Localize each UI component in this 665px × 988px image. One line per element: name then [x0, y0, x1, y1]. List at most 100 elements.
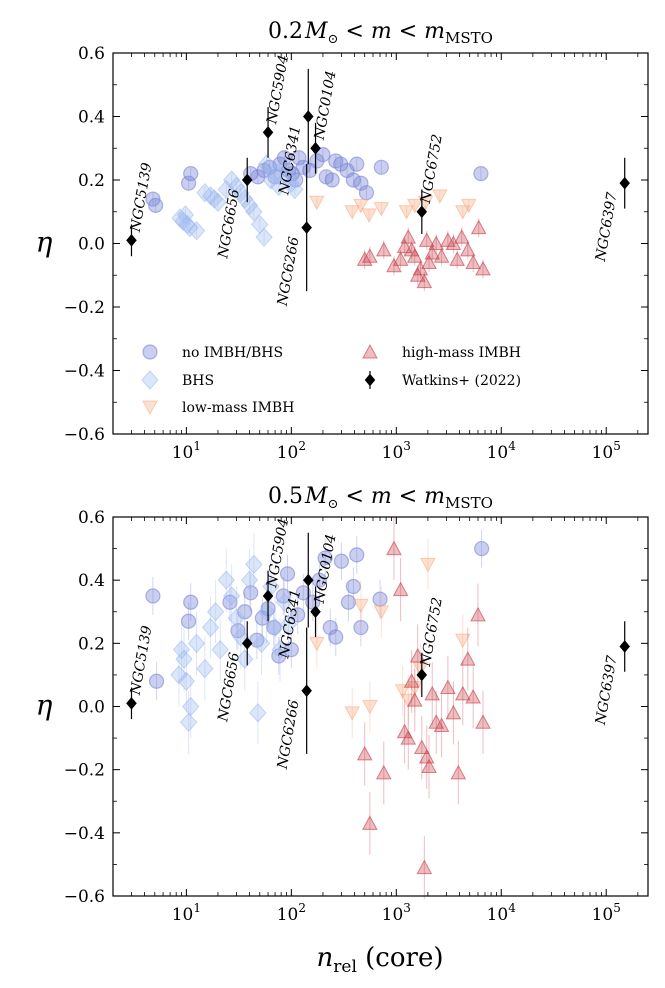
- data-point-watkins: [262, 589, 274, 603]
- data-point-high_imbh: [421, 254, 437, 270]
- data-point-bhs: [217, 570, 235, 590]
- data-point-bhs: [177, 671, 196, 691]
- data-point-low_imbh: [344, 205, 361, 220]
- data-point-bhs: [187, 633, 206, 654]
- data-point-watkins: [301, 684, 312, 698]
- data-point-high_imbh: [403, 673, 420, 688]
- data-point-low_imbh: [373, 202, 390, 217]
- x-tick-label: 102: [277, 901, 306, 925]
- data-point-high_imbh: [433, 248, 450, 263]
- data-point-bhs: [249, 703, 267, 723]
- data-point-watkins: [126, 233, 137, 247]
- panel-title: 0.5M⊙ < m < mMSTO: [268, 484, 493, 512]
- cluster-label: NGC0104: [312, 69, 340, 141]
- data-point-no_imbh: [145, 588, 161, 604]
- data-point-bhs: [187, 221, 206, 241]
- series-low_imbh: [309, 189, 477, 223]
- data-point-high_imbh: [400, 730, 417, 745]
- cluster-label: NGC0104: [312, 533, 340, 605]
- x-tick-label: 102: [277, 439, 306, 463]
- legend-label: low-mass IMBH: [182, 400, 294, 416]
- data-point-high_imbh: [362, 248, 378, 263]
- y-tick-label: −0.2: [64, 298, 105, 318]
- legend-marker-low_imbh: [142, 400, 158, 416]
- y-tick-label: −0.2: [64, 761, 105, 781]
- data-point-bhs: [262, 170, 280, 190]
- x-tick-label: 105: [592, 901, 621, 925]
- data-point-low_imbh: [420, 557, 436, 573]
- x-axis: 101 102 103 104 105: [112, 53, 639, 463]
- data-point-no_imbh: [148, 673, 165, 689]
- data-point-high_imbh: [440, 679, 456, 695]
- series-high_imbh: [356, 517, 491, 900]
- y-tick-label: −0.6: [64, 425, 105, 445]
- y-tick-label: 0.4: [78, 108, 105, 128]
- data-point-no_imbh: [373, 159, 389, 175]
- data-point-no_imbh: [295, 585, 311, 601]
- series-watkins: NGC5139 NGC6656NGC5904NGC6266NGC6341NGC01…: [126, 54, 631, 308]
- data-point-bhs: [209, 192, 227, 212]
- data-point-bhs: [282, 173, 301, 193]
- data-point-high_imbh: [416, 859, 433, 875]
- series-bhs: [170, 532, 298, 754]
- data-point-no_imbh: [372, 591, 388, 607]
- data-point-high_imbh: [445, 704, 462, 720]
- data-point-no_imbh: [322, 619, 338, 636]
- data-point-high_imbh: [421, 758, 437, 774]
- data-point-low_imbh: [373, 605, 390, 620]
- data-point-high_imbh: [459, 241, 476, 257]
- legend-label: BHS: [182, 373, 214, 389]
- y-tick-label: 0.2: [78, 634, 105, 654]
- y-tick-label: −0.6: [64, 887, 105, 907]
- data-point-bhs: [278, 167, 297, 187]
- data-point-low_imbh: [362, 700, 378, 715]
- panel-2: NGC5139 NGC6656NGC5904NGC6266NGC6341NGC01…: [36, 508, 649, 925]
- cluster-label: NGC6656: [215, 651, 243, 724]
- data-point-no_imbh: [333, 553, 350, 569]
- y-tick-label: 0.0: [78, 698, 105, 718]
- y-axis: −0.6 −0.4 −0.2 0.0 0.2 0.4 0.6 η: [36, 508, 648, 907]
- data-point-high_imbh: [450, 764, 467, 780]
- data-point-low_imbh: [460, 198, 477, 214]
- legend-label: Watkins+ (2022): [402, 373, 521, 389]
- data-point-high_imbh: [375, 241, 392, 257]
- data-point-high_imbh: [475, 714, 491, 729]
- data-point-no_imbh: [180, 613, 197, 629]
- data-point-bhs: [275, 592, 294, 613]
- legend-marker-high_imbh: [362, 343, 378, 359]
- data-point-bhs: [222, 170, 241, 190]
- data-point-bhs: [172, 639, 191, 660]
- data-point-watkins: [262, 125, 274, 139]
- data-point-no_imbh: [250, 169, 266, 185]
- data-point-high_imbh: [453, 229, 470, 244]
- data-point-no_imbh: [148, 197, 164, 213]
- data-point-low_imbh: [394, 684, 411, 699]
- data-point-high_imbh: [392, 251, 409, 266]
- data-point-watkins: [241, 173, 253, 187]
- data-point-high_imbh: [465, 254, 482, 270]
- data-point-bhs: [255, 227, 273, 247]
- panel-title: 0.2M⊙ < m < mMSTO: [268, 19, 493, 47]
- data-point-bhs: [201, 186, 220, 206]
- data-point-bhs: [211, 639, 229, 660]
- data-point-high_imbh: [375, 764, 392, 780]
- data-point-bhs: [222, 586, 241, 606]
- data-point-bhs: [196, 658, 214, 679]
- x-axis-label: nrel (core): [317, 943, 444, 977]
- data-point-no_imbh: [349, 547, 365, 563]
- data-point-low_imbh: [353, 198, 369, 214]
- data-point-bhs: [257, 601, 276, 622]
- data-point-bhs: [181, 217, 199, 238]
- y-tick-label: 0.6: [78, 508, 105, 528]
- x-tick-label: 101: [172, 901, 201, 925]
- data-point-no_imbh: [473, 166, 489, 182]
- y-tick-label: −0.4: [64, 824, 105, 844]
- data-point-bhs: [240, 195, 259, 216]
- legend: no IMBH/BHS high-mass IMBH BHS Watkins+ (20…: [141, 343, 521, 416]
- data-point-low_imbh: [454, 633, 471, 649]
- legend-marker-watkins: [364, 373, 376, 387]
- legend-label: no IMBH/BHS: [182, 345, 283, 361]
- cluster-label: NGC6266: [275, 235, 303, 308]
- data-point-bhs: [227, 608, 246, 628]
- data-point-watkins: [310, 605, 321, 619]
